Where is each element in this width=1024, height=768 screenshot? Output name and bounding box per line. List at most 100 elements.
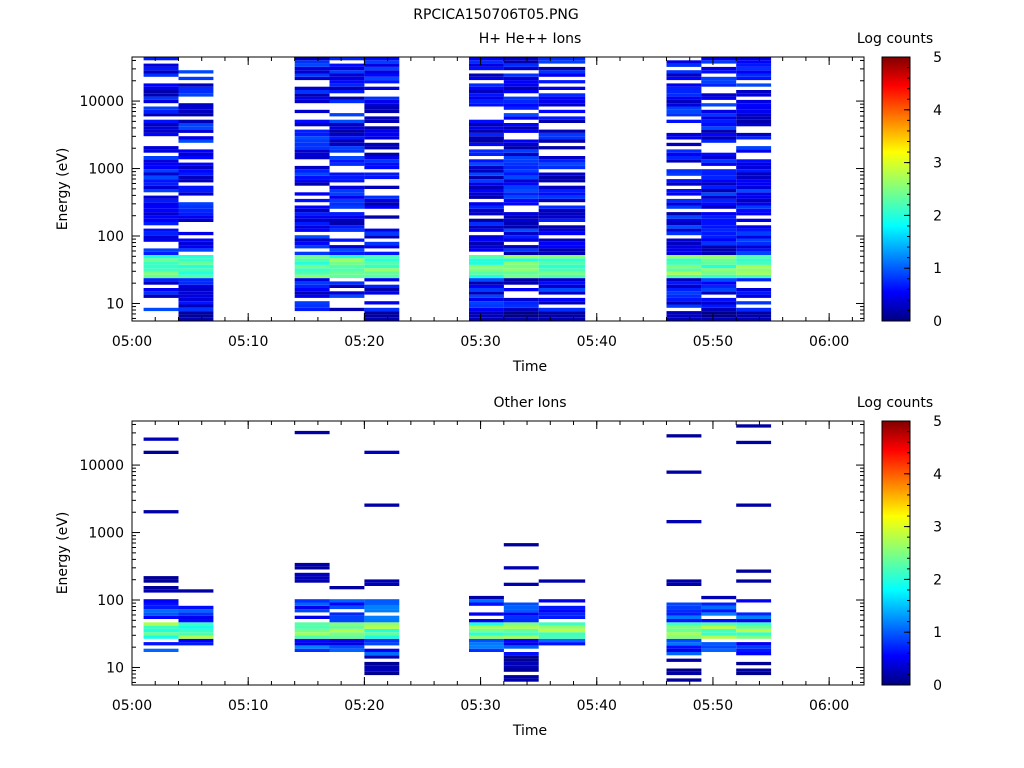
heatmap-cell (736, 172, 772, 176)
heatmap-cell (364, 231, 400, 236)
heatmap-cell (701, 645, 737, 649)
heatmap-cell (503, 57, 539, 61)
heatmap-cell (143, 625, 179, 629)
heatmap-cell (364, 668, 400, 672)
heatmap-cell (736, 192, 772, 196)
heatmap-cell (666, 671, 702, 676)
heatmap-cell (736, 208, 772, 213)
heatmap-cell (329, 281, 365, 285)
heatmap-cell (666, 109, 702, 114)
heatmap-cell (143, 90, 179, 94)
heatmap-cell (701, 284, 737, 288)
heatmap-cell (143, 93, 179, 97)
heatmap-cell (294, 152, 330, 156)
heatmap-cell (666, 281, 702, 285)
heatmap-cell (666, 73, 702, 77)
heatmap-cell (736, 228, 772, 232)
heatmap-cell (503, 76, 539, 81)
heatmap-cell (364, 648, 400, 652)
heatmap-cell (736, 83, 772, 87)
heatmap-cell (469, 86, 504, 90)
heatmap-cell (503, 123, 539, 127)
heatmap-cell (329, 222, 365, 226)
heatmap-cell (538, 116, 586, 120)
heatmap-cell (294, 142, 330, 147)
heatmap-cell (143, 294, 179, 298)
heatmap-cell (666, 76, 702, 81)
heatmap-cell (538, 609, 586, 613)
heatmap-cell (736, 569, 772, 573)
scan-4 (329, 57, 365, 312)
heatmap-cell (178, 274, 214, 279)
x-tick-label: 05:20 (344, 698, 384, 714)
heatmap-cell (736, 258, 772, 262)
heatmap-cell (666, 169, 702, 173)
heatmap-cell (736, 175, 772, 180)
heatmap-cell (143, 129, 179, 133)
heatmap-cell (294, 222, 330, 226)
heatmap-cell (736, 109, 772, 114)
heatmap-cell (178, 294, 214, 298)
heatmap-cell (178, 172, 214, 176)
heatmap-cell (178, 304, 214, 308)
heatmap-cell (736, 149, 772, 153)
heatmap-cell (701, 628, 737, 633)
heatmap-cell (329, 90, 365, 94)
x-tick-label: 05:20 (344, 334, 384, 350)
heatmap-cell (178, 625, 214, 629)
heatmap-cell (503, 622, 539, 626)
heatmap-cells (143, 424, 772, 682)
heatmap-cell (178, 642, 214, 646)
heatmap-cell (364, 70, 400, 74)
heatmap-cell (538, 255, 586, 259)
heatmap-cell (701, 307, 737, 312)
heatmap-cell (143, 57, 179, 61)
heatmap-cell (701, 156, 737, 160)
heatmap-cell (666, 645, 702, 649)
heatmap-cell (294, 645, 330, 649)
heatmap-cell (538, 241, 586, 246)
heatmap-cell (666, 182, 702, 186)
heatmap-cell (503, 60, 539, 64)
heatmap-cell (329, 202, 365, 206)
x-tick-label: 05:30 (460, 698, 500, 714)
heatmap-cell (538, 281, 586, 285)
heatmap-cell (701, 268, 737, 272)
y-axis-label: Energy (eV) (55, 512, 71, 595)
heatmap-cell (666, 113, 702, 117)
heatmap-cell (666, 70, 702, 74)
heatmap-cell (538, 189, 586, 193)
heatmap-cell (294, 288, 330, 292)
heatmap-cell (364, 255, 400, 259)
heatmap-cell (701, 258, 737, 262)
heatmap-cell (701, 642, 737, 646)
heatmap-cell (294, 579, 330, 583)
heatmap-cell (294, 146, 330, 150)
heatmap-cell (143, 586, 179, 590)
heatmap-cell (736, 294, 772, 298)
heatmap-cell (329, 599, 365, 603)
heatmap-cell (294, 109, 330, 114)
heatmap-cell (329, 212, 365, 216)
heatmap-cell (364, 251, 400, 255)
heatmap-cell (329, 185, 365, 189)
heatmap-cell (538, 129, 586, 133)
heatmap-cell (701, 113, 737, 117)
heatmap-cell (538, 615, 586, 619)
heatmap-cell (143, 162, 179, 166)
heatmap-cell (503, 602, 539, 606)
heatmap-cell (469, 642, 504, 646)
heatmap-cell (364, 73, 400, 77)
heatmap-cell (666, 311, 702, 315)
heatmap-cell (538, 579, 586, 583)
heatmap-cell (701, 60, 737, 64)
heatmap-cell (178, 261, 214, 265)
heatmap-cell (701, 281, 737, 285)
heatmap-cell (538, 291, 586, 295)
heatmap-cell (666, 63, 702, 67)
heatmap-cell (364, 635, 400, 639)
heatmap-cell (469, 314, 504, 318)
heatmap-cell (701, 317, 737, 321)
heatmap-cell (503, 179, 539, 183)
heatmap-cell (364, 156, 400, 160)
